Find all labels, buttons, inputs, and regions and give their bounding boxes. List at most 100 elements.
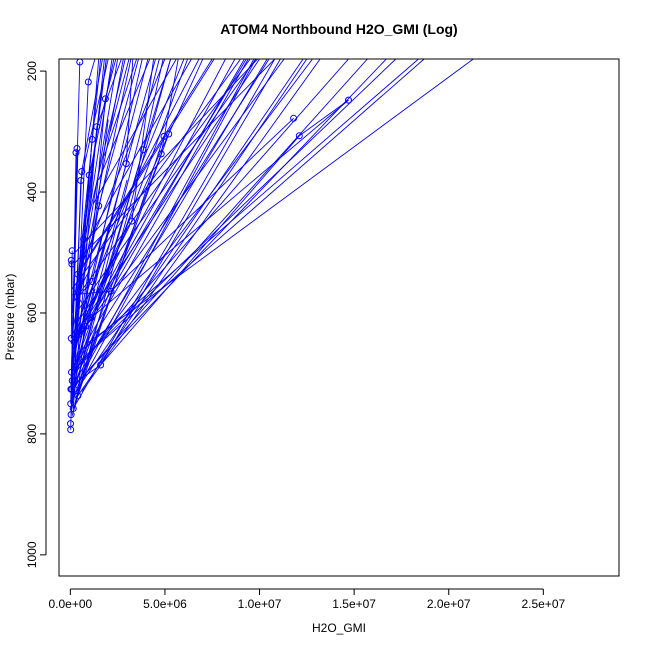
x-tick-label: 5.0e+06 — [143, 597, 187, 611]
x-axis: 0.0e+00 5.0e+06 1.0e+07 1.5e+07 2.0e+07 2.5e+… — [48, 588, 566, 611]
series-line-segment — [73, 81, 89, 390]
data-point — [93, 123, 101, 131]
series-line-segment — [87, 59, 96, 83]
series-line-segment — [85, 59, 226, 327]
series-line-segment — [96, 59, 122, 127]
y-tick-label: 600 — [25, 303, 39, 323]
series-line-segment — [71, 59, 241, 290]
series-line-segment — [92, 59, 425, 350]
series-line-segment — [110, 59, 245, 292]
plot-frame — [58, 58, 620, 577]
series-line-segment — [75, 59, 257, 314]
series-line-segment — [79, 59, 200, 290]
series-line-segment — [125, 59, 134, 164]
series-line-segment — [110, 117, 294, 292]
data-point — [157, 150, 165, 158]
y-axis-label: Pressure (mbar) — [3, 274, 17, 361]
series-line-segment — [71, 149, 144, 398]
series-line-segment — [131, 59, 155, 222]
series-line-segment — [70, 149, 79, 430]
data-point — [69, 405, 77, 412]
series-line-segment — [75, 133, 170, 392]
series-line-segment — [73, 59, 204, 343]
x-tick-label: 0.0e+00 — [48, 597, 92, 611]
series-line-segment — [71, 364, 101, 386]
data-point — [107, 287, 115, 295]
y-tick-label: 400 — [25, 182, 39, 202]
series-points — [67, 59, 352, 434]
series-line-segment — [142, 59, 164, 150]
series-line-segment — [90, 99, 349, 319]
data-point — [67, 411, 75, 419]
data-point — [68, 385, 76, 393]
data-point — [68, 377, 76, 385]
data-point — [82, 322, 89, 330]
data-point — [295, 132, 303, 140]
series-line-segment — [83, 59, 213, 265]
data-point — [128, 217, 136, 225]
x-tick-label: 2.5e+07 — [521, 597, 565, 611]
chart-title: ATOM4 Northbound H2O_GMI (Log) — [220, 21, 457, 37]
data-point — [72, 149, 80, 157]
series-line-segment — [72, 59, 276, 409]
series-line-segment — [72, 59, 276, 265]
data-point — [80, 235, 88, 243]
data-point — [67, 426, 75, 434]
y-tick-label: 1000 — [25, 541, 39, 568]
series-line-segment — [73, 337, 94, 410]
data-point — [290, 114, 298, 122]
series-line-segment — [100, 59, 281, 366]
series-line-segment — [90, 59, 236, 319]
series-line-segment — [70, 260, 73, 326]
data-point — [68, 368, 75, 376]
series-line-segment — [72, 59, 247, 350]
series-line-segment — [73, 59, 255, 390]
data-point — [73, 145, 81, 152]
data-point — [84, 78, 92, 86]
data-point — [122, 160, 130, 168]
series-line-segment — [73, 175, 90, 362]
series-line-segment — [73, 239, 85, 338]
data-point — [70, 385, 78, 393]
y-tick-label: 200 — [25, 61, 39, 81]
series-lines — [70, 59, 474, 430]
data-point — [85, 171, 93, 179]
series-line-segment — [79, 59, 304, 386]
series-line-segment — [98, 59, 139, 207]
series-line-segment — [91, 59, 143, 282]
series-line-segment — [70, 59, 185, 339]
y-tick-label: 800 — [25, 424, 39, 444]
data-point — [74, 392, 82, 400]
series-line-segment — [81, 59, 103, 172]
data-point — [68, 247, 76, 255]
data-point — [160, 132, 168, 140]
series-line-segment — [70, 119, 109, 415]
series-line-segment — [77, 59, 166, 275]
data-point — [70, 338, 78, 346]
data-point — [74, 270, 82, 278]
series-line-segment — [83, 59, 419, 350]
series-line-segment — [74, 59, 313, 374]
data-point — [78, 168, 86, 175]
series-line-segment — [72, 59, 156, 356]
data-point — [97, 361, 105, 369]
data-point — [345, 96, 352, 104]
series-line-segment — [88, 59, 115, 176]
series-line-segment — [160, 59, 179, 154]
x-tick-label: 1.5e+07 — [332, 597, 376, 611]
data-point — [101, 95, 109, 103]
series-line-segment — [77, 98, 106, 396]
data-point — [139, 146, 147, 154]
x-tick-label: 2.0e+07 — [427, 597, 471, 611]
data-point — [88, 278, 96, 285]
series-line-segment — [72, 59, 257, 398]
series-line-segment — [77, 59, 308, 397]
series-line-segment — [73, 281, 93, 302]
series-line-segment — [299, 99, 349, 137]
series-line-segment — [76, 59, 215, 277]
data-point — [76, 59, 84, 66]
series-line-segment — [103, 59, 138, 156]
series-line-segment — [71, 349, 88, 416]
series-line-segment — [100, 135, 300, 366]
